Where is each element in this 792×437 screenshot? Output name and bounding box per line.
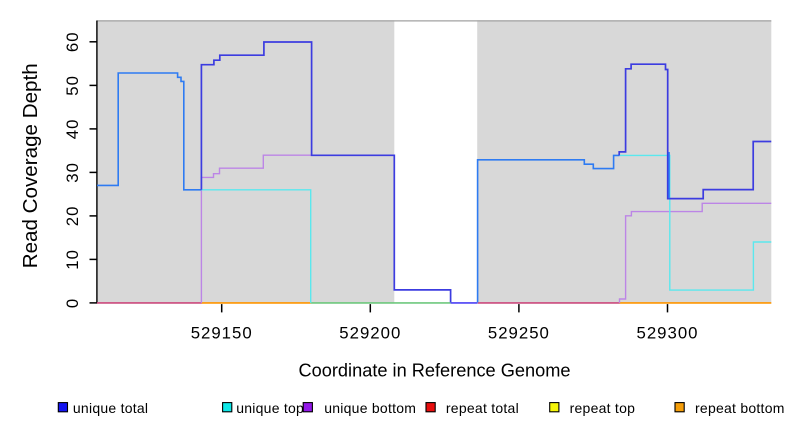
svg-text:unique total: unique total [73, 400, 148, 416]
svg-text:529200: 529200 [339, 323, 401, 342]
svg-text:529250: 529250 [488, 323, 550, 342]
svg-text:Coordinate in Reference Genome: Coordinate in Reference Genome [299, 360, 571, 380]
svg-text:60: 60 [63, 31, 82, 52]
svg-text:529300: 529300 [637, 323, 699, 342]
svg-text:unique bottom: unique bottom [324, 400, 416, 416]
svg-text:50: 50 [63, 75, 82, 96]
svg-text:repeat bottom: repeat bottom [695, 400, 785, 416]
svg-text:529150: 529150 [191, 323, 253, 342]
svg-text:0: 0 [63, 298, 82, 308]
svg-text:Read Coverage Depth: Read Coverage Depth [19, 63, 42, 268]
svg-text:20: 20 [63, 206, 82, 227]
svg-text:repeat top: repeat top [570, 400, 636, 416]
svg-text:10: 10 [63, 249, 82, 270]
svg-text:30: 30 [63, 162, 82, 183]
svg-text:40: 40 [63, 119, 82, 140]
svg-text:repeat total: repeat total [446, 400, 519, 416]
svg-text:unique top: unique top [236, 400, 304, 416]
